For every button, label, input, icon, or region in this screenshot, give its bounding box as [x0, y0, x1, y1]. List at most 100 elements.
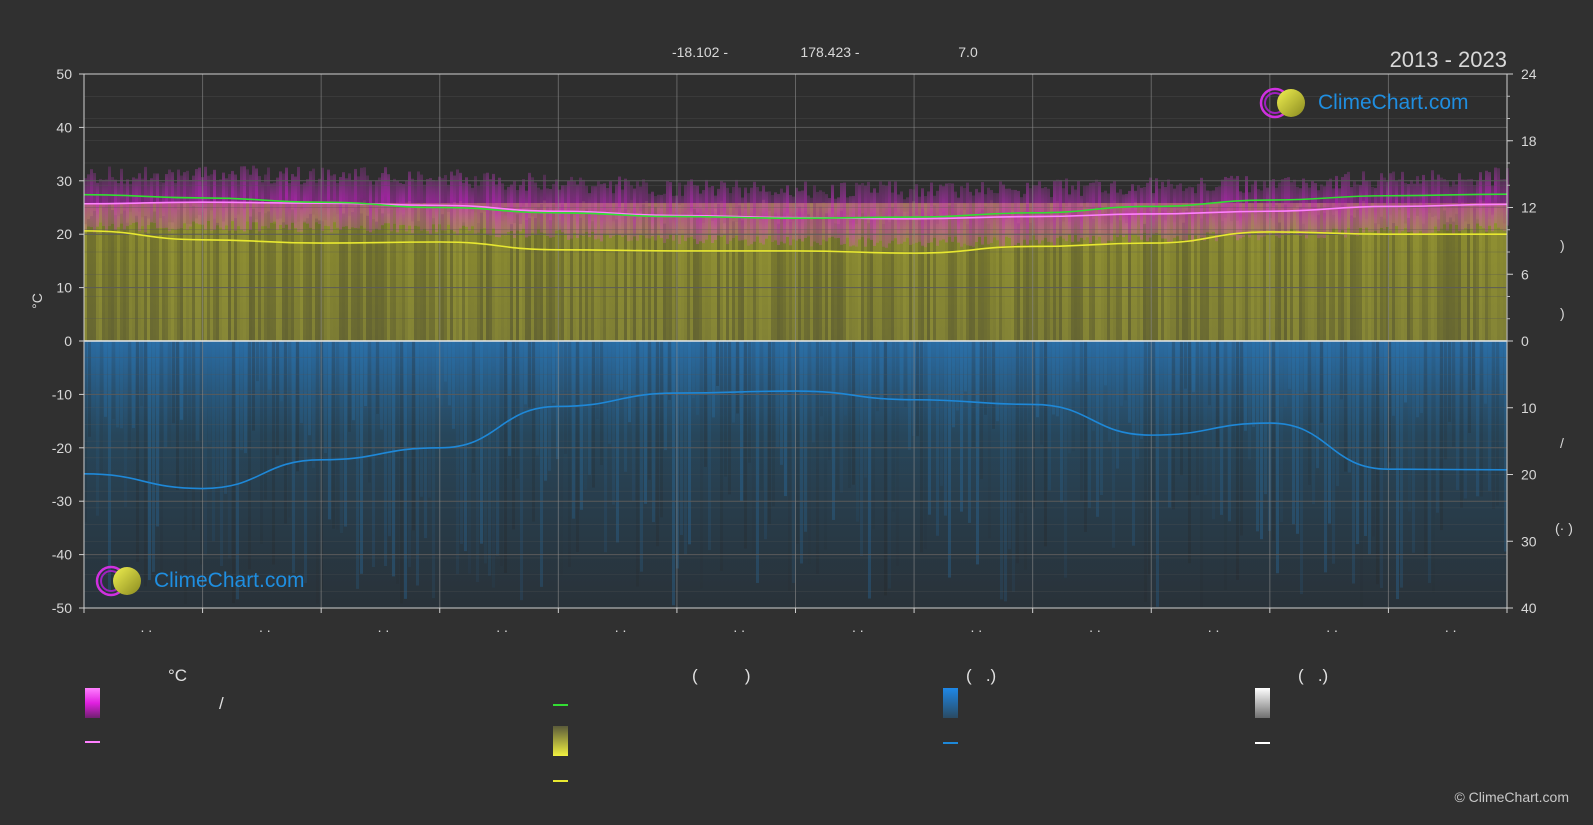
temp-range-strip: [690, 179, 693, 237]
x-tick-label: . .: [1445, 619, 1457, 635]
precip-strip: [664, 341, 667, 451]
temp-range-strip: [1362, 171, 1365, 233]
precip-strip: [284, 341, 287, 524]
daylight-strip: [618, 205, 621, 341]
precip-strip: [1276, 341, 1279, 574]
precip-strip: [1120, 341, 1123, 406]
daylight-strip: [660, 208, 663, 341]
axes: 50 40 30 20 10 0 -10 -20 -30 -40 -50 24 18 12 6 0 10 20 30…: [52, 66, 1537, 635]
temp-range-strip: [1437, 174, 1440, 232]
temp-range-strip: [867, 181, 870, 239]
precip-strip: [112, 341, 115, 419]
daylight-strip: [108, 201, 111, 341]
precip-strip: [1060, 341, 1063, 503]
precip-strip: [1344, 341, 1347, 472]
daylight-strip: [1305, 209, 1308, 341]
daylight-strip: [1167, 211, 1170, 341]
daylight-strip: [1275, 204, 1278, 341]
temp-range-strip: [1416, 176, 1419, 234]
daylight-strip: [456, 206, 459, 341]
temp-range-strip: [627, 180, 630, 242]
precip-strip: [1212, 341, 1215, 520]
daylight-strip: [933, 205, 936, 341]
precip-strip: [484, 341, 487, 564]
precip-strip: [760, 341, 763, 491]
daylight-strip: [561, 204, 564, 341]
daylight-strip: [1314, 210, 1317, 341]
daylight-strip: [453, 201, 456, 341]
temp-range-strip: [1059, 179, 1062, 237]
precip-strip: [504, 341, 507, 574]
temp-range-strip: [474, 176, 477, 234]
precip-strip: [480, 341, 483, 544]
precip-strip: [632, 341, 635, 502]
precip-strip: [452, 341, 455, 429]
precip-strip: [160, 341, 163, 575]
daylight-strip: [444, 204, 447, 341]
precip-strip: [1360, 341, 1363, 607]
daylight-strip: [1284, 204, 1287, 341]
daylight-strip: [978, 212, 981, 341]
daylight-strip: [669, 201, 672, 341]
precip-strip: [1416, 341, 1419, 418]
precip-strip: [1208, 341, 1211, 406]
daylight-strip: [801, 203, 804, 341]
precip-strip: [1056, 341, 1059, 417]
daylight-strip: [990, 200, 993, 341]
logo-bottom[interactable]: ClimeChart.com: [94, 564, 305, 598]
precip-strip: [1476, 341, 1479, 497]
precip-strip: [828, 341, 831, 460]
precip-strip: [792, 341, 795, 583]
daylight-strip: [711, 220, 714, 341]
precip-strip: [232, 341, 235, 604]
precip-strip: [1008, 341, 1011, 550]
precip-strip: [172, 341, 175, 424]
temp-range-strip: [522, 179, 525, 229]
daylight-strip: [744, 209, 747, 341]
period-title: 2013 - 2023: [1390, 47, 1507, 72]
precip-strip: [156, 341, 159, 527]
y-tick-right-top: 12: [1521, 200, 1537, 216]
precip-strip: [956, 341, 959, 411]
temp-range-strip: [1224, 176, 1227, 236]
temp-range-strip: [1158, 188, 1161, 235]
precip-strip: [976, 341, 979, 565]
temp-range-strip: [645, 182, 648, 239]
daylight-strip: [789, 222, 792, 341]
legend-swatch-daylight: [553, 726, 568, 756]
daylight-strip: [954, 203, 957, 341]
precip-strip: [240, 341, 243, 451]
daylight-strip: [186, 223, 189, 341]
temp-range-strip: [159, 181, 162, 229]
temp-range-strip: [636, 181, 639, 241]
logo-top[interactable]: ClimeChart.com: [1258, 86, 1469, 120]
daylight-strip: [822, 202, 825, 341]
precip-strip: [1336, 341, 1339, 487]
x-tick-label: . .: [140, 619, 152, 635]
temp-range-strip: [1356, 184, 1359, 237]
temp-range-strip: [528, 172, 531, 237]
daylight-strip: [294, 223, 297, 341]
daylight-strip: [468, 219, 471, 341]
daylight-strip: [1020, 217, 1023, 341]
precip-strip: [344, 341, 347, 527]
temp-range-strip: [813, 185, 816, 242]
precip-strip: [244, 341, 247, 454]
precip-strip: [764, 341, 767, 540]
temp-range-strip: [555, 179, 558, 231]
daylight-strip: [864, 220, 867, 341]
daylight-strip: [1449, 217, 1452, 341]
temp-range-strip: [153, 173, 156, 224]
daylight-strip: [1356, 209, 1359, 341]
daylight-strip: [1479, 200, 1482, 341]
precip-strip: [900, 341, 903, 400]
precip-strip: [340, 341, 343, 534]
precip-strip: [332, 341, 335, 529]
daylight-strip: [858, 204, 861, 341]
y-tick-left: -20: [52, 440, 72, 456]
daylight-strip: [156, 201, 159, 341]
daylight-strip: [243, 208, 246, 341]
temp-range-strip: [123, 183, 126, 230]
daylight-strip: [1185, 210, 1188, 341]
temp-range-strip: [393, 178, 396, 224]
